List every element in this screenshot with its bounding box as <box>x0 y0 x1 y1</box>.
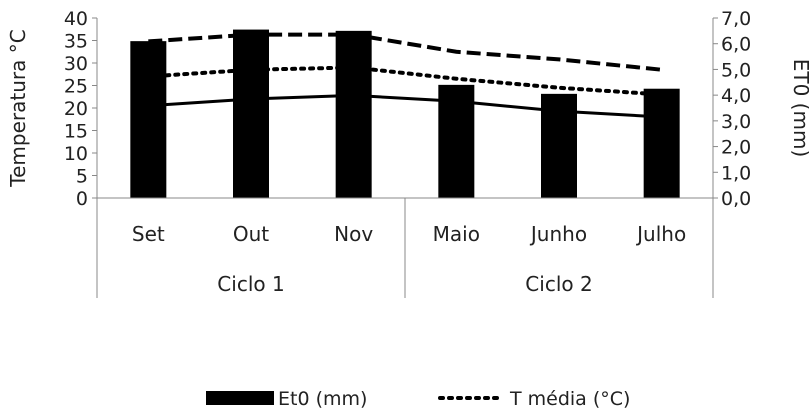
x-tick-label-maio: Maio <box>433 222 480 246</box>
bar-julho <box>643 88 680 198</box>
y-right-tick-label: 2,0 <box>721 137 751 159</box>
group-label: Ciclo 1 <box>217 272 284 296</box>
bar-nov <box>335 30 372 198</box>
series-line-dashed <box>148 32 662 72</box>
legend-label-tmedia: T média (°C) <box>509 388 630 410</box>
y-right-tick-label: 1,0 <box>721 162 751 184</box>
y-right-tick-label: 4,0 <box>721 85 751 107</box>
y-right-tick-label: 6,0 <box>721 34 751 56</box>
y-left-axis-title: Temperatura °C <box>6 29 30 187</box>
x-tick-label-out: Out <box>233 222 269 246</box>
y-left-tick-label: 10 <box>64 143 88 165</box>
series-line-dotted <box>146 65 664 97</box>
y-left-tick-label: 25 <box>64 76 88 98</box>
x-tick-label-julho: Julho <box>635 222 686 246</box>
bar-set <box>130 41 167 199</box>
series-line-solid <box>148 93 662 119</box>
group-label: Ciclo 2 <box>525 272 592 296</box>
y-left-tick-label: 0 <box>76 188 88 210</box>
y-left-tick-label: 15 <box>64 121 88 143</box>
bar-out <box>233 29 269 199</box>
y-left-tick-label: 30 <box>64 53 88 75</box>
y-right-axis-title: ET0 (mm) <box>789 59 809 158</box>
y-right-tick-label: 5,0 <box>721 59 751 81</box>
line-layer <box>146 32 664 119</box>
y-left-tick-label: 20 <box>64 98 88 120</box>
x-tick-label-set: Set <box>132 222 165 246</box>
x-tick-label-nov: Nov <box>334 222 373 246</box>
y-right-tick-label: 7,0 <box>721 8 751 30</box>
legend-label-et0: Et0 (mm) <box>278 388 367 410</box>
y-right-tick-label: 0,0 <box>721 188 751 210</box>
y-left-tick-label: 5 <box>76 166 88 188</box>
y-left-tick-label: 40 <box>64 8 88 30</box>
x-tick-label-junho: Junho <box>529 222 587 246</box>
y-left-tick-label: 35 <box>64 31 88 53</box>
y-right-tick-label: 3,0 <box>721 111 751 133</box>
legend: Et0 (mm) T média (°C) <box>206 388 630 410</box>
legend-swatch-bar <box>206 391 274 405</box>
